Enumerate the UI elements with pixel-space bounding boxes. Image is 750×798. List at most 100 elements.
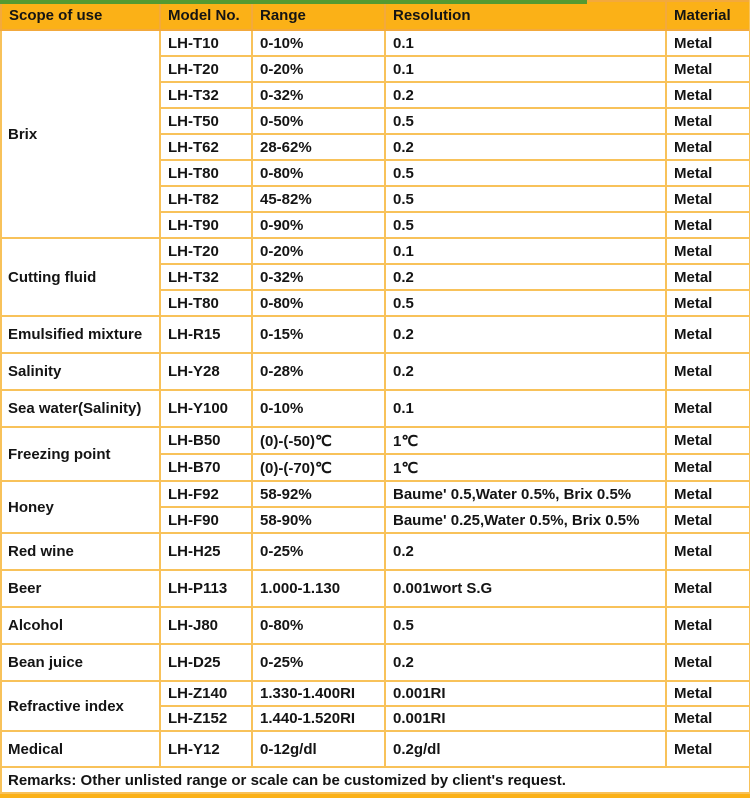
table-row: Brix LH-T10 0-10% 0.1 Metal bbox=[0, 29, 750, 239]
table-row: LH-Z152 1.440-1.520RI 0.001RI Metal bbox=[1, 705, 750, 732]
resolution-cell: 0.1 bbox=[384, 29, 667, 57]
table-row: LH-T90 0-90% 0.5 Metal bbox=[1, 211, 750, 239]
range-cell: 0-80% bbox=[251, 606, 386, 645]
range-cell: 0-32% bbox=[251, 81, 386, 109]
range-cell: 0-25% bbox=[251, 643, 386, 682]
table-row: LH-T80 0-80% 0.5 Metal bbox=[1, 159, 750, 187]
table-row: Cutting fluid LH-T20 0-20% 0.1 Metal bbox=[0, 237, 750, 317]
scope-cell-alcohol: Alcohol bbox=[0, 606, 161, 645]
model-cell: LH-F92 bbox=[159, 480, 253, 508]
model-cell: LH-Y100 bbox=[159, 389, 253, 428]
material-cell: Metal bbox=[665, 107, 750, 135]
range-cell: 28-62% bbox=[251, 133, 386, 161]
material-cell: Metal bbox=[665, 506, 750, 534]
table-row: LH-T50 0-50% 0.5 Metal bbox=[1, 107, 750, 135]
table-row: LH-B70 (0)-(-70)℃ 1℃ Metal bbox=[1, 453, 750, 482]
table-row: Honey LH-F92 58-92% Baume' 0.5,Water 0.5… bbox=[0, 480, 750, 534]
scope-cell-red-wine: Red wine bbox=[0, 532, 161, 571]
range-cell: (0)-(-70)℃ bbox=[251, 453, 386, 482]
table-row: Sea water(Salinity) LH-Y100 0-10% 0.1 Me… bbox=[0, 389, 750, 428]
model-cell: LH-T10 bbox=[159, 29, 253, 57]
resolution-cell: 0.2g/dl bbox=[384, 730, 667, 768]
remarks-row: Remarks: Other unlisted range or scale c… bbox=[0, 766, 750, 794]
material-cell: Metal bbox=[665, 289, 750, 317]
range-cell: 0-32% bbox=[251, 263, 386, 291]
scope-cell-medical: Medical bbox=[0, 730, 161, 768]
model-cell: LH-P113 bbox=[159, 569, 253, 608]
material-cell: Metal bbox=[665, 81, 750, 109]
range-cell: 0-50% bbox=[251, 107, 386, 135]
scope-cell-refractive-index: Refractive index bbox=[0, 680, 161, 732]
range-cell: 0-80% bbox=[251, 159, 386, 187]
resolution-cell: 0.2 bbox=[384, 81, 667, 109]
resolution-cell: 0.2 bbox=[384, 352, 667, 391]
resolution-cell: Baume' 0.25,Water 0.5%, Brix 0.5% bbox=[384, 506, 667, 534]
scope-cell-sea-water: Sea water(Salinity) bbox=[0, 389, 161, 428]
material-cell: Metal bbox=[665, 315, 750, 354]
model-cell: LH-B70 bbox=[159, 453, 253, 482]
material-cell: Metal bbox=[665, 159, 750, 187]
table-row: LH-T62 28-62% 0.2 Metal bbox=[1, 133, 750, 161]
table-row: Medical LH-Y12 0-12g/dl 0.2g/dl Metal bbox=[0, 730, 750, 768]
resolution-cell: 0.001RI bbox=[384, 680, 667, 707]
table-row: Alcohol LH-J80 0-80% 0.5 Metal bbox=[0, 606, 750, 645]
resolution-cell: 0.2 bbox=[384, 263, 667, 291]
resolution-cell: 0.2 bbox=[384, 532, 667, 571]
resolution-cell: 0.2 bbox=[384, 133, 667, 161]
material-cell: Metal bbox=[665, 480, 750, 508]
resolution-cell: 0.1 bbox=[384, 237, 667, 265]
remarks-text: Remarks: Other unlisted range or scale c… bbox=[0, 766, 750, 794]
material-cell: Metal bbox=[665, 185, 750, 213]
header-scope-of-use: Scope of use bbox=[0, 0, 161, 31]
table-row: Bean juice LH-D25 0-25% 0.2 Metal bbox=[0, 643, 750, 682]
range-cell: 58-90% bbox=[251, 506, 386, 534]
resolution-cell: 0.5 bbox=[384, 185, 667, 213]
range-cell: 1.330-1.400RI bbox=[251, 680, 386, 707]
material-cell: Metal bbox=[665, 705, 750, 732]
range-cell: 0-25% bbox=[251, 532, 386, 571]
model-cell: LH-T32 bbox=[159, 81, 253, 109]
range-cell: 0-10% bbox=[251, 389, 386, 428]
material-cell: Metal bbox=[665, 730, 750, 768]
header-resolution: Resolution bbox=[384, 0, 667, 31]
scope-cell-cutting-fluid: Cutting fluid bbox=[0, 237, 161, 317]
material-cell: Metal bbox=[665, 55, 750, 83]
model-cell: LH-B50 bbox=[159, 426, 253, 455]
model-cell: LH-Y28 bbox=[159, 352, 253, 391]
material-cell: Metal bbox=[665, 133, 750, 161]
scope-cell-bean-juice: Bean juice bbox=[0, 643, 161, 682]
model-cell: LH-F90 bbox=[159, 506, 253, 534]
resolution-cell: 0.2 bbox=[384, 643, 667, 682]
range-cell: 0-10% bbox=[251, 29, 386, 57]
table-row: LH-T80 0-80% 0.5 Metal bbox=[1, 289, 750, 317]
range-cell: 45-82% bbox=[251, 185, 386, 213]
table-row: Refractive index LH-Z140 1.330-1.400RI 0… bbox=[0, 680, 750, 732]
resolution-cell: 0.001RI bbox=[384, 705, 667, 732]
header-material: Material bbox=[665, 0, 750, 31]
model-cell: LH-D25 bbox=[159, 643, 253, 682]
resolution-cell: 1℃ bbox=[384, 426, 667, 455]
resolution-cell: 0.5 bbox=[384, 606, 667, 645]
resolution-cell: 1℃ bbox=[384, 453, 667, 482]
material-cell: Metal bbox=[665, 532, 750, 571]
resolution-cell: 0.5 bbox=[384, 289, 667, 317]
range-cell: 0-15% bbox=[251, 315, 386, 354]
range-cell: (0)-(-50)℃ bbox=[251, 426, 386, 455]
material-cell: Metal bbox=[665, 389, 750, 428]
model-cell: LH-T20 bbox=[159, 237, 253, 265]
scope-cell-freezing-point: Freezing point bbox=[0, 426, 161, 482]
material-cell: Metal bbox=[665, 606, 750, 645]
material-cell: Metal bbox=[665, 352, 750, 391]
material-cell: Metal bbox=[665, 426, 750, 455]
range-cell: 58-92% bbox=[251, 480, 386, 508]
model-cell: LH-T20 bbox=[159, 55, 253, 83]
material-cell: Metal bbox=[665, 211, 750, 239]
table-row: LH-T32 0-32% 0.2 Metal bbox=[1, 263, 750, 291]
material-cell: Metal bbox=[665, 29, 750, 57]
table-row: Red wine LH-H25 0-25% 0.2 Metal bbox=[0, 532, 750, 571]
model-cell: LH-T82 bbox=[159, 185, 253, 213]
table-row: Beer LH-P113 1.000-1.130 0.001wort S.G M… bbox=[0, 569, 750, 608]
range-cell: 0-28% bbox=[251, 352, 386, 391]
material-cell: Metal bbox=[665, 569, 750, 608]
scope-cell-brix: Brix bbox=[0, 29, 161, 239]
